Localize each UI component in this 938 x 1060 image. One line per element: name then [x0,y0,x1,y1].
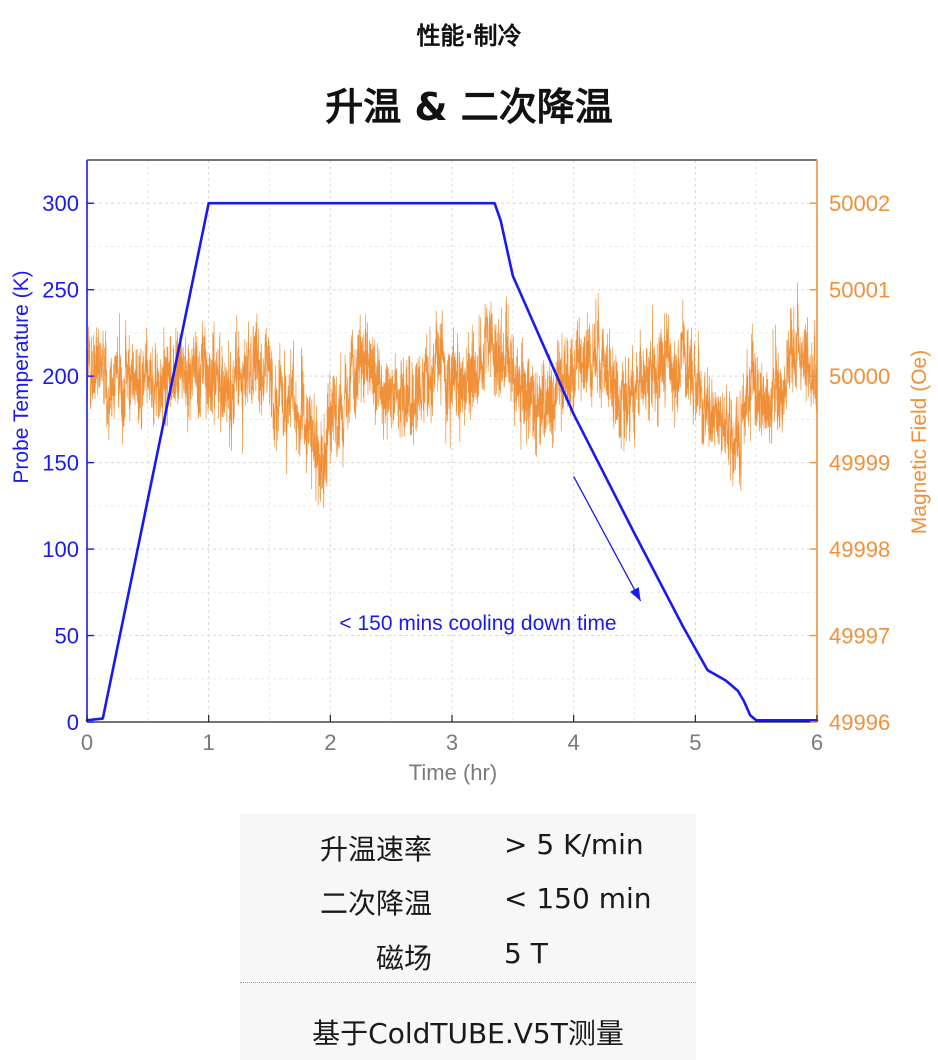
y-right-tick-label: 50000 [829,364,890,389]
x-tick-label: 5 [689,730,701,755]
spec-value: < 150 min [504,882,652,915]
y-right-tick-label: 49999 [829,451,890,476]
annotation-arrow [573,476,642,602]
y-left-tick-label: 0 [67,710,79,735]
y-right-tick-label: 49998 [829,537,890,562]
y-left-tick-label: 150 [42,451,79,476]
y-right-tick-label: 50002 [829,191,890,216]
x-tick-label: 0 [81,730,93,755]
page-title: 升温 & 二次降温 [325,85,613,129]
spec-label: 升温速率 [319,833,432,866]
section-category: 性能·制冷 [416,22,522,50]
y-left-tick-label: 200 [42,364,79,389]
y-right-axis-label: Magnetic Field (Oe) [908,350,931,534]
spec-label: 磁场 [375,942,432,975]
spec-row-field: 磁场 5 T [240,937,696,977]
x-tick-label: 1 [203,730,215,755]
chart-grid [86,160,818,722]
temperature-series [85,201,819,722]
y-right-tick-label: 49997 [829,624,890,649]
temperature-field-chart: 0 1 2 3 4 5 6 0 50 100 150 200 250 300 49996 49997 49998… [10,159,931,785]
y-right-tick-label: 49996 [829,710,890,735]
x-tick-label: 6 [811,730,823,755]
y-right-tick-label: 50001 [829,278,890,303]
y-left-axis-label: Probe Temperature (K) [10,270,33,483]
spec-value: 5 T [504,937,548,970]
spec-row-heating-rate: 升温速率 > 5 K/min [240,828,696,868]
y-left-tick-label: 100 [42,537,79,562]
x-tick-label: 3 [446,730,458,755]
spec-table: 升温速率 > 5 K/min 二次降温 < 150 min 磁场 5 T 基于C… [240,814,696,1060]
annotation-arrowhead [630,587,641,601]
x-tick-label: 2 [324,730,336,755]
x-tick-label: 4 [568,730,580,755]
annotation-text: < 150 mins cooling down time [339,612,616,635]
y-left-tick-label: 250 [42,278,79,303]
y-left-tick-label: 50 [55,624,79,649]
x-axis-label: Time (hr) [409,760,497,785]
annotation: < 150 mins cooling down time [339,476,642,635]
spec-label: 二次降温 [319,887,432,920]
measurement-note: 基于ColdTUBE.V5T测量 [312,1017,624,1050]
field-series [86,282,818,509]
temperature-line [85,201,819,722]
spec-row-recooling: 二次降温 < 150 min [240,882,696,922]
field-line [86,282,818,509]
spec-divider [240,982,696,983]
y-left-tick-label: 300 [42,191,79,216]
spec-value: > 5 K/min [504,828,644,861]
chart-ticks: 0 1 2 3 4 5 6 0 50 100 150 200 250 300 49996 49997 49998… [42,191,890,755]
